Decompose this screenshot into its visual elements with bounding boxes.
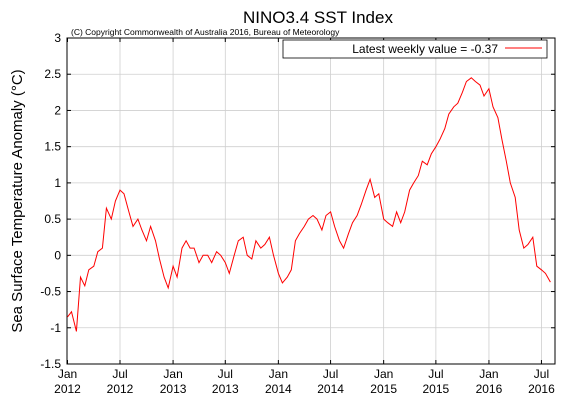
y-tick-label: 2 (54, 103, 61, 117)
y-tick-label: 2.5 (44, 67, 61, 81)
x-tick-label-year: 2015 (370, 382, 397, 396)
x-tick-label-year: 2012 (54, 382, 81, 396)
x-axis-ticks: Jan2012Jul2012Jan2013Jul2013Jan2014Jul20… (54, 38, 555, 396)
y-tick-label: 1.5 (44, 140, 61, 154)
x-tick-label-month: Jul (112, 367, 127, 381)
x-tick-label-year: 2016 (528, 382, 555, 396)
x-tick-label-month: Jul (428, 367, 443, 381)
y-tick-label: 0 (54, 248, 61, 262)
x-tick-label-year: 2013 (212, 382, 239, 396)
y-tick-label: 3 (54, 31, 61, 45)
x-tick-label-month: Jul (218, 367, 233, 381)
x-tick-label-month: Jul (534, 367, 549, 381)
x-tick-label-year: 2013 (160, 382, 187, 396)
y-tick-label: -1.5 (40, 357, 61, 371)
legend-label: Latest weekly value = -0.37 (352, 42, 498, 56)
x-tick-label-month: Jan (58, 367, 77, 381)
series-line-nino34 (67, 77, 551, 332)
x-tick-label-year: 2014 (265, 382, 292, 396)
plot-frame (66, 37, 556, 365)
grid-lines (67, 38, 555, 364)
x-tick-label-month: Jan (479, 367, 498, 381)
y-tick-label: 0.5 (44, 212, 61, 226)
x-tick-label-year: 2012 (107, 382, 134, 396)
y-axis-label: Sea Surface Temperature Anomaly (°C) (9, 69, 26, 332)
chart-copyright: (C) Copyright Commonwealth of Australia … (71, 27, 340, 37)
x-tick-label-month: Jan (269, 367, 288, 381)
y-tick-label: -0.5 (40, 285, 61, 299)
x-tick-label-month: Jul (323, 367, 338, 381)
x-tick-label-year: 2016 (476, 382, 503, 396)
x-tick-label-year: 2014 (317, 382, 344, 396)
y-axis-label-unit: (°C) (9, 69, 26, 96)
x-tick-label-month: Jan (163, 367, 182, 381)
y-tick-label: 1 (54, 176, 61, 190)
x-tick-label-year: 2015 (423, 382, 450, 396)
y-axis-label-text: Sea Surface Temperature Anomaly (9, 100, 26, 333)
chart-title: NINO3.4 SST Index (243, 8, 393, 27)
y-axis-ticks: -1.5 -1 -0.5 0 0.5 1 1.5 2 2.5 3 (40, 31, 555, 371)
legend: Latest weekly value = -0.37 (282, 39, 548, 59)
x-tick-label-month: Jan (374, 367, 393, 381)
y-tick-label: -1 (50, 321, 61, 335)
legend-box (282, 39, 548, 59)
